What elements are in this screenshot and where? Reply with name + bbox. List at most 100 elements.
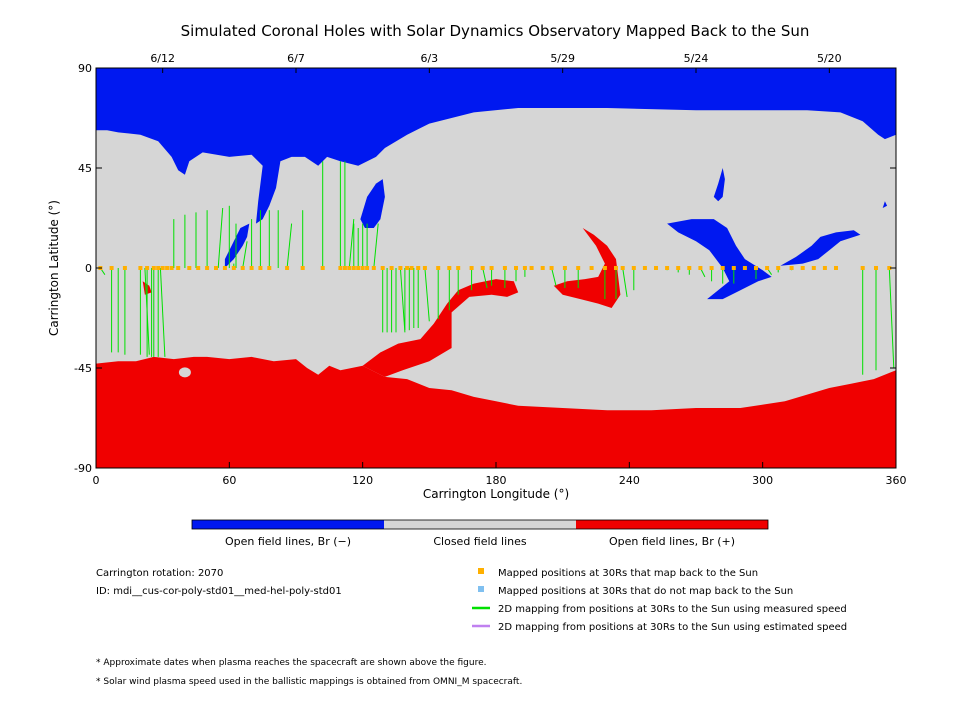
carrington-rotation: Carrington rotation: 2070 (96, 568, 223, 579)
legend: Mapped positions at 30Rs that map back t… (472, 568, 847, 633)
legend-marker (478, 568, 484, 574)
negative-hole-285 (667, 219, 772, 300)
mapped-point (502, 266, 507, 270)
mapped-point (514, 266, 518, 270)
negative-hole-60 (224, 223, 250, 268)
mapping-line (482, 267, 488, 289)
mapped-point (422, 266, 427, 270)
mapped-point (258, 266, 263, 270)
x-tick-label: 60 (222, 474, 236, 487)
mapped-point (222, 266, 227, 270)
footnote-speed: * Solar wind plasma speed used in the ba… (96, 677, 522, 687)
mapped-point (205, 266, 210, 270)
mapped-point (576, 266, 581, 270)
chart-title: Simulated Coronal Holes with Solar Dynam… (181, 22, 810, 40)
mapped-point (356, 266, 361, 270)
mapped-point (320, 266, 325, 270)
mapped-point (800, 266, 805, 270)
mapping-line (348, 219, 355, 269)
mapping-line (888, 267, 895, 369)
mapping-line (399, 267, 406, 333)
x-tick-label: 120 (352, 474, 373, 487)
mapped-point (887, 266, 892, 270)
date-label: 5/20 (817, 52, 842, 65)
x-axis-label: Carrington Longitude (°) (423, 487, 569, 501)
mapped-point (742, 266, 747, 270)
mapped-point (156, 266, 161, 270)
mapped-point (300, 266, 305, 270)
footnote-dates: * Approximate dates when plasma reaches … (96, 658, 487, 668)
mapping-line (242, 241, 248, 269)
run-id: ID: mdi__cus-cor-poly-std01__med-hel-pol… (96, 586, 342, 597)
plot-area (95, 67, 897, 469)
mapped-point (631, 266, 636, 270)
mapped-point (447, 266, 452, 270)
y-axis-label: Carrington Latitude (°) (47, 200, 61, 336)
mapped-point (698, 266, 703, 270)
mapped-point (709, 266, 714, 270)
mapped-point (160, 266, 165, 270)
mapped-point (360, 266, 365, 270)
mapped-point (754, 266, 758, 270)
y-tick-label: 0 (85, 262, 92, 275)
mapped-point (176, 266, 181, 270)
mapped-point (834, 266, 838, 270)
mapped-point (642, 266, 647, 270)
mapping-line (424, 267, 430, 322)
mapped-point (469, 266, 474, 270)
mapped-point (109, 266, 114, 270)
mapped-point (122, 266, 127, 270)
mapped-point (860, 266, 865, 270)
mapped-point (489, 266, 494, 270)
mapped-point (436, 266, 441, 270)
field-regions (96, 68, 896, 468)
mapped-point (389, 266, 394, 270)
mapped-point (165, 266, 170, 270)
mapped-point (665, 266, 670, 270)
north-polar-hole (96, 68, 896, 224)
mapped-point (249, 266, 254, 270)
legend-marker (478, 586, 484, 592)
mapping-line (217, 207, 224, 269)
mapping-line (622, 267, 628, 297)
mapped-points (98, 266, 892, 270)
colorbar-open-negative (192, 520, 384, 529)
mapped-point (267, 266, 272, 270)
x-tick-label: 0 (93, 474, 100, 487)
legend-label: 2D mapping from positions at 30Rs to the… (498, 604, 847, 615)
mapped-point (151, 266, 156, 270)
x-tick-label: 240 (619, 474, 640, 487)
x-tick-label: 300 (752, 474, 773, 487)
mapped-point (347, 266, 352, 270)
mapping-line (551, 267, 557, 286)
date-label: 6/7 (287, 52, 305, 65)
colorbar-open-positive (576, 520, 768, 529)
mapped-point (456, 266, 461, 270)
negative-hole-120 (360, 179, 385, 228)
mapped-point (145, 266, 150, 270)
mapped-point (731, 266, 736, 270)
mapped-point (169, 266, 174, 270)
negative-spot-280 (713, 168, 725, 202)
mapped-point (822, 266, 827, 270)
mapped-point (540, 266, 545, 270)
colorbar-label-positive: Open field lines, Br (+) (609, 535, 735, 548)
mapped-point (522, 266, 527, 270)
mapped-point (811, 266, 816, 270)
colorbar: Open field lines, Br (−) Closed field li… (191, 519, 769, 548)
y-tick-label: -90 (74, 462, 92, 475)
date-label: 5/29 (550, 52, 575, 65)
colorbar-label-closed: Closed field lines (433, 535, 527, 548)
mapped-point (416, 266, 421, 270)
mapped-point (654, 266, 658, 270)
mapped-point (138, 266, 143, 270)
south-polar-hole (96, 356, 896, 468)
axes: 0 60 120 180 240 300 360 -90 -45 0 45 90 6/12 6/7 6/3 5… (74, 52, 906, 487)
mapped-point (602, 266, 607, 270)
mapped-point (720, 266, 725, 270)
mapped-point (549, 266, 554, 270)
mapping-line (159, 267, 166, 357)
mapped-point (380, 266, 385, 270)
mapped-point (405, 266, 410, 270)
